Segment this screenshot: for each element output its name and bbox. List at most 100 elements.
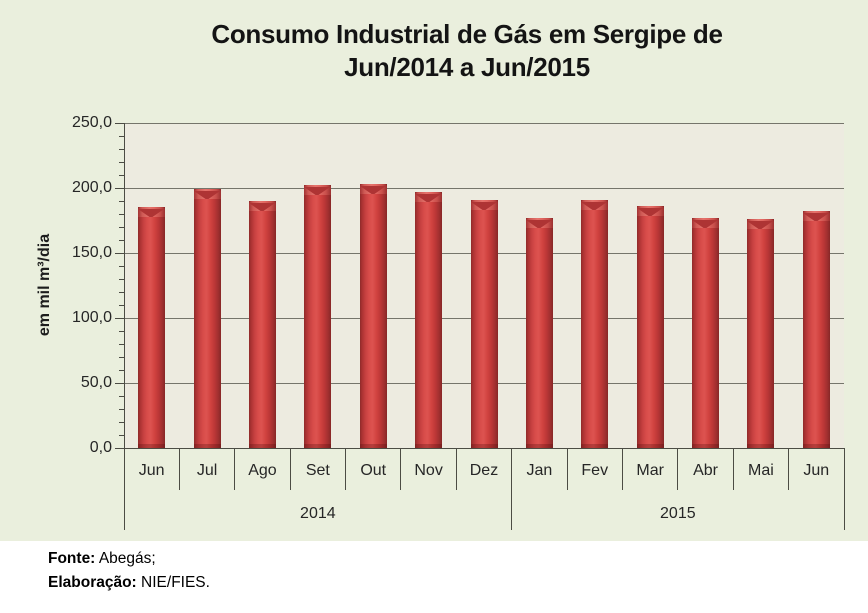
gridline [124,187,844,189]
bar-cap-shadow [470,202,497,210]
bar-cap-shadow [304,187,331,195]
bar-cap [581,200,609,210]
month-label: Jan [526,462,553,479]
month-label: Dez [469,462,499,479]
chart-region: Consumo Industrial de Gás em Sergipe de … [0,0,868,541]
bar [138,207,166,448]
bar-cap [525,218,553,228]
y-minor-tick [119,226,124,228]
source-line: Fonte: Abegás; [48,549,156,569]
bar-cap-shadow [248,203,275,211]
year-label: 2014 [300,505,336,522]
y-minor-tick [119,408,124,410]
bar-cap [636,206,664,216]
y-minor-tick [119,135,124,137]
month-label: Jun [138,462,165,479]
year-group-boundary [843,448,845,530]
bar [636,206,664,448]
year-label: 2015 [660,505,696,522]
bar [193,189,221,448]
bar-cap-shadow [692,220,719,228]
month-label: Jul [196,462,218,479]
bar [359,184,387,448]
bar-cap [193,189,221,199]
y-minor-tick [119,278,124,280]
month-separator [566,448,568,490]
elaboration-value: NIE/FIES. [141,574,210,591]
y-tick-label: 150,0 [71,244,112,261]
bar-cap-shadow [415,194,442,202]
bar-cap-shadow [747,221,774,229]
y-major-tick [115,252,124,254]
month-label: Ago [248,462,277,479]
y-minor-tick [119,265,124,267]
y-tick-label: 100,0 [71,309,112,326]
y-major-tick [115,447,124,449]
bar [304,185,332,448]
y-major-tick [115,122,124,124]
y-minor-tick [119,213,124,215]
month-label: Mar [636,462,664,479]
y-minor-tick [119,330,124,332]
bar-cap-shadow [525,220,552,228]
chart-title-line2: Jun/2014 a Jun/2015 [344,52,590,82]
month-separator [345,448,347,490]
bar [525,218,553,448]
y-tick-label: 250,0 [71,114,112,131]
bar-cap-shadow [138,209,165,217]
chart-title-line1: Consumo Industrial de Gás em Sergipe de [211,19,723,49]
y-minor-tick [119,200,124,202]
month-separator [289,448,291,490]
month-separator [234,448,236,490]
y-minor-tick [119,421,124,423]
year-group-boundary [123,448,125,530]
y-minor-tick [119,304,124,306]
bar-cap [415,192,443,202]
bar-cap [747,219,775,229]
month-label: Abr [693,462,718,479]
month-separator [178,448,180,490]
month-label: Set [305,462,330,479]
bar [470,200,498,448]
bar-cap-shadow [636,208,663,216]
bar-cap [304,185,332,195]
y-minor-tick [119,343,124,345]
month-label: Nov [414,462,443,479]
y-minor-tick [119,291,124,293]
bar-cap-shadow [193,191,220,199]
y-minor-tick [119,161,124,163]
bar-cap [692,218,720,228]
bar [747,219,775,448]
y-tick-label: 200,0 [71,179,112,196]
month-label: Mai [748,462,774,479]
source-label: Fonte: [48,550,96,567]
elaboration-line: Elaboração: NIE/FIES. [48,573,210,593]
bar [692,218,720,448]
chart-title: Consumo Industrial de Gás em Sergipe de … [67,18,867,84]
month-separator [400,448,402,490]
bar-cap [248,201,276,211]
y-minor-tick [119,239,124,241]
bar-cap-shadow [802,213,829,221]
y-major-tick [115,382,124,384]
bar-cap [359,184,387,194]
month-separator [677,448,679,490]
year-group-boundary [511,448,513,530]
month-separator [732,448,734,490]
y-tick-label: 50,0 [80,374,112,391]
y-minor-tick [119,395,124,397]
gridline [124,122,844,124]
y-minor-tick [119,148,124,150]
month-separator [788,448,790,490]
month-separator [621,448,623,490]
month-label: Fev [581,462,609,479]
bar [248,201,276,448]
y-minor-tick [119,174,124,176]
y-minor-tick [119,356,124,358]
month-label: Jun [803,462,830,479]
y-axis-title: em mil m³/dia [36,233,53,337]
source-footer: Fonte: Abegás; Elaboração: NIE/FIES. [0,541,868,613]
y-major-tick [115,317,124,319]
month-label: Out [360,462,387,479]
